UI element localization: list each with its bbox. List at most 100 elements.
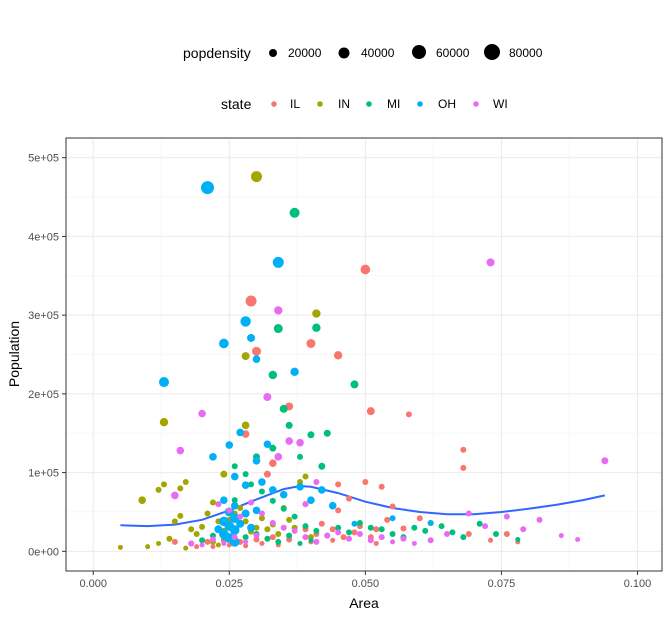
data-point-wi [248, 499, 255, 506]
data-point-il [360, 264, 371, 275]
data-point-in [302, 473, 309, 480]
data-point-il [263, 470, 271, 478]
size-legend-label-80000: 80000 [509, 46, 543, 60]
data-point-il [460, 446, 467, 453]
data-point-in [215, 542, 221, 548]
data-point-mi [476, 520, 483, 527]
data-point-il [465, 530, 472, 537]
data-point-oh [214, 525, 223, 534]
y-tick-label: 4e+05 [28, 231, 59, 243]
axis-ticks: 0.000 0.025 0.050 0.075 0.100 0e+00 1e+05 2e+05… [28, 153, 651, 590]
data-point-mi [297, 540, 303, 546]
y-tick-label: 2e+05 [28, 389, 59, 401]
data-point-wi [253, 532, 260, 539]
data-point-wi [367, 537, 374, 544]
data-point-oh [252, 506, 261, 515]
data-point-oh [272, 256, 284, 268]
data-point-il [330, 537, 336, 543]
data-point-in [145, 544, 151, 550]
data-point-in [204, 510, 211, 517]
data-point-wi [411, 540, 417, 546]
data-point-in [242, 518, 249, 525]
data-point-mi [269, 497, 276, 504]
color-legend-key-il [271, 101, 277, 107]
data-point-wi [198, 409, 206, 418]
data-point-wi [536, 516, 543, 523]
data-point-il [405, 411, 412, 418]
data-point-wi [486, 258, 495, 267]
data-point-wi [226, 507, 233, 514]
data-point-mi [268, 370, 278, 380]
size-legend-label-60000: 60000 [436, 46, 470, 60]
data-point-wi [199, 542, 205, 548]
x-tick-label: 0.025 [216, 578, 244, 590]
data-point-in [183, 545, 189, 551]
data-point-oh [247, 523, 256, 532]
data-point-il [378, 483, 385, 490]
data-point-il [340, 534, 347, 541]
data-point-in [177, 485, 184, 492]
data-point-in [220, 470, 228, 478]
data-point-mi [515, 537, 521, 543]
data-point-in [241, 421, 250, 430]
y-tick-label: 1e+05 [28, 468, 59, 480]
data-point-il [243, 543, 249, 549]
data-point-wi [243, 539, 249, 545]
y-axis-title: Population [6, 321, 22, 387]
x-axis-title: Area [349, 595, 379, 611]
color-legend-label-mi: MI [387, 97, 400, 111]
data-point-mi [492, 530, 499, 537]
data-point-wi [280, 524, 287, 531]
plot-grid [66, 138, 662, 571]
data-point-in [251, 171, 263, 183]
data-point-mi [312, 323, 321, 332]
data-point-oh [236, 519, 245, 528]
data-point-mi [389, 530, 396, 537]
data-point-mi [308, 537, 314, 543]
data-point-wi [335, 529, 342, 536]
data-point-mi [231, 463, 238, 470]
data-point-wi [274, 453, 283, 461]
data-point-oh [328, 501, 337, 510]
data-point-in [171, 518, 178, 525]
size-legend-key-60000 [412, 45, 426, 59]
data-point-il [204, 538, 211, 545]
data-point-wi [356, 530, 363, 537]
data-point-mi [264, 535, 271, 542]
data-point-il [306, 338, 316, 348]
data-point-in [159, 418, 169, 427]
data-point-il [171, 538, 178, 545]
data-point-oh [229, 537, 240, 547]
data-point-oh [351, 520, 358, 527]
data-point-oh [241, 481, 250, 489]
data-point-wi [296, 438, 304, 447]
color-legend-key-in [317, 101, 323, 107]
data-point-wi [313, 538, 320, 545]
data-point-mi [367, 524, 374, 531]
data-point-in [237, 505, 244, 512]
data-point-oh [279, 490, 288, 499]
data-point-mi [286, 532, 293, 539]
data-point-mi [231, 497, 238, 504]
data-point-wi [258, 510, 265, 517]
data-point-wi [188, 540, 195, 547]
data-point-mi [302, 523, 309, 530]
data-point-il [460, 464, 467, 471]
data-point-wi [378, 534, 385, 541]
size-legend: popdensity 20000 40000 60000 80000 [183, 44, 543, 61]
data-point-wi [263, 393, 272, 402]
data-point-il [269, 534, 276, 541]
data-point-il [366, 407, 375, 416]
data-point-mi [297, 453, 304, 460]
data-point-oh [230, 501, 239, 510]
data-point-il [333, 351, 343, 360]
data-point-in [160, 481, 167, 488]
size-legend-key-80000 [484, 44, 500, 60]
data-point-in [182, 479, 189, 486]
data-point-wi [400, 535, 407, 542]
data-point-il [389, 503, 396, 510]
data-point-il [252, 346, 262, 356]
data-point-in [117, 544, 123, 550]
data-point-wi [291, 527, 298, 534]
size-legend-key-20000 [269, 49, 277, 57]
